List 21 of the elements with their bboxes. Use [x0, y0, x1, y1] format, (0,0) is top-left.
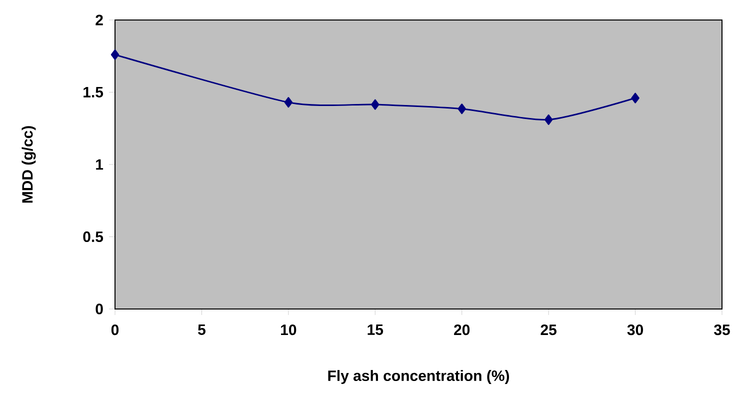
- y-tick-label: 1: [96, 159, 104, 170]
- x-tick-label: 30: [627, 324, 643, 336]
- y-axis-title: MDD (g/cc): [22, 126, 36, 203]
- x-tick-label: 15: [368, 324, 384, 335]
- point: [110, 49, 120, 60]
- x-tick-label: 25: [540, 324, 556, 336]
- point: [544, 114, 553, 125]
- x-tick-label: 5: [198, 324, 206, 335]
- point: [284, 97, 293, 108]
- x-tick-label: 10: [281, 324, 296, 336]
- y-tick-label: 2: [96, 14, 103, 26]
- x-tick-label: 35: [714, 324, 730, 336]
- point: [371, 99, 380, 110]
- x-tick-label: 0: [111, 324, 119, 336]
- x-axis-title: Fly ash concentration (%): [328, 370, 510, 384]
- y-tick-label: 1.5: [84, 87, 104, 98]
- y-tick-label: 0.5: [83, 231, 104, 242]
- point: [631, 92, 640, 104]
- x-tick-label: 20: [454, 324, 470, 336]
- y-tick-label: 0: [96, 304, 103, 314]
- point: [458, 104, 466, 114]
